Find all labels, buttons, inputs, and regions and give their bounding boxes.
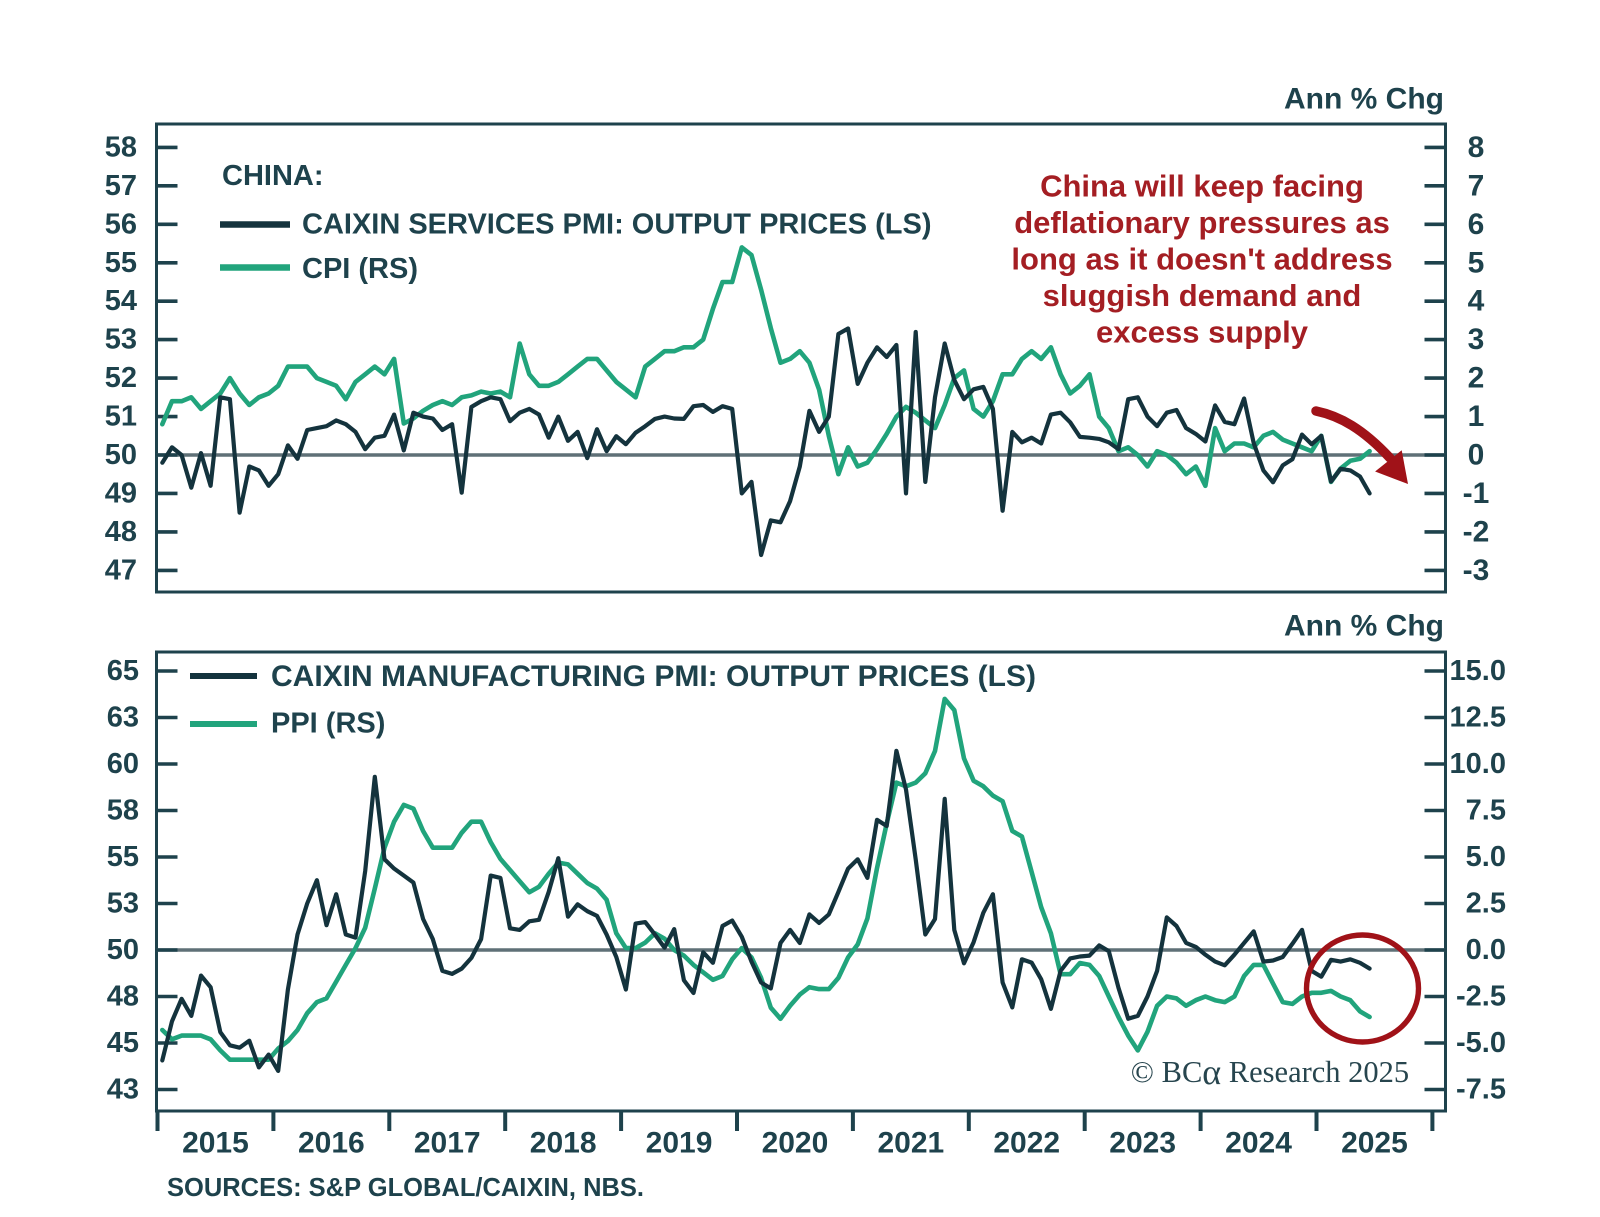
svg-text:57: 57 <box>105 170 137 202</box>
svg-text:7.5: 7.5 <box>1466 795 1506 827</box>
svg-text:6: 6 <box>1468 208 1485 241</box>
svg-text:2025: 2025 <box>1341 1127 1408 1160</box>
svg-text:-7.5: -7.5 <box>1456 1074 1506 1106</box>
svg-text:Ann % Chg: Ann % Chg <box>1284 83 1444 116</box>
svg-text:50: 50 <box>107 934 139 966</box>
svg-text:sluggish demand and: sluggish demand and <box>1043 278 1362 313</box>
svg-text:58: 58 <box>105 131 137 163</box>
svg-text:15.0: 15.0 <box>1450 655 1506 687</box>
svg-text:2022: 2022 <box>993 1127 1060 1160</box>
svg-text:53: 53 <box>105 324 137 356</box>
svg-text:56: 56 <box>105 208 137 240</box>
svg-text:45: 45 <box>107 1027 139 1059</box>
svg-text:55: 55 <box>107 841 139 873</box>
svg-text:48: 48 <box>105 516 137 548</box>
svg-text:55: 55 <box>105 247 137 279</box>
svg-text:CAIXIN SERVICES PMI: OUTPUT PR: CAIXIN SERVICES PMI: OUTPUT PRICES (LS) <box>302 209 931 241</box>
svg-text:1: 1 <box>1468 400 1485 433</box>
svg-text:CHINA:: CHINA: <box>222 160 324 192</box>
svg-text:60: 60 <box>107 748 139 780</box>
svg-text:2: 2 <box>1468 362 1485 395</box>
svg-text:8: 8 <box>1468 131 1485 164</box>
svg-text:2023: 2023 <box>1109 1127 1176 1160</box>
svg-text:© BCα Research 2025: © BCα Research 2025 <box>1131 1052 1409 1092</box>
svg-text:10.0: 10.0 <box>1450 748 1506 780</box>
svg-text:2015: 2015 <box>182 1127 249 1160</box>
svg-text:48: 48 <box>107 981 139 1013</box>
svg-text:deflationary pressures as: deflationary pressures as <box>1014 205 1390 240</box>
svg-text:2016: 2016 <box>298 1127 365 1160</box>
svg-text:53: 53 <box>107 888 139 920</box>
svg-text:CAIXIN MANUFACTURING PMI: OUTP: CAIXIN MANUFACTURING PMI: OUTPUT PRICES … <box>271 660 1036 693</box>
svg-text:2017: 2017 <box>414 1127 481 1160</box>
svg-text:-2: -2 <box>1463 515 1490 548</box>
svg-text:54: 54 <box>105 285 137 317</box>
svg-text:2021: 2021 <box>877 1127 944 1160</box>
svg-text:50: 50 <box>105 439 137 471</box>
svg-text:2.5: 2.5 <box>1466 888 1506 920</box>
svg-text:65: 65 <box>107 655 139 687</box>
svg-text:long as it doesn't address: long as it doesn't address <box>1011 242 1392 277</box>
svg-text:SOURCES: S&P GLOBAL/CAIXIN, NB: SOURCES: S&P GLOBAL/CAIXIN, NBS. <box>167 1174 644 1202</box>
svg-text:47: 47 <box>105 554 137 586</box>
svg-text:52: 52 <box>105 362 137 394</box>
svg-text:49: 49 <box>105 477 137 509</box>
svg-text:China will keep facing: China will keep facing <box>1040 169 1364 204</box>
svg-text:2020: 2020 <box>762 1127 829 1160</box>
svg-text:5: 5 <box>1468 246 1485 279</box>
svg-text:4: 4 <box>1468 285 1485 318</box>
svg-text:2024: 2024 <box>1225 1127 1292 1160</box>
svg-text:58: 58 <box>107 795 139 827</box>
svg-text:7: 7 <box>1468 169 1485 202</box>
svg-text:3: 3 <box>1468 323 1485 356</box>
svg-text:0.0: 0.0 <box>1466 934 1506 966</box>
svg-text:5.0: 5.0 <box>1466 841 1506 873</box>
svg-text:PPI (RS): PPI (RS) <box>271 708 385 740</box>
svg-text:12.5: 12.5 <box>1450 702 1506 734</box>
svg-text:2019: 2019 <box>646 1127 713 1160</box>
svg-text:-3: -3 <box>1463 554 1490 587</box>
svg-text:63: 63 <box>107 702 139 734</box>
svg-text:2018: 2018 <box>530 1127 597 1160</box>
svg-text:51: 51 <box>105 401 137 433</box>
svg-text:Ann % Chg: Ann % Chg <box>1284 610 1444 643</box>
svg-text:0: 0 <box>1468 439 1485 472</box>
svg-text:excess supply: excess supply <box>1096 315 1309 350</box>
svg-text:-2.5: -2.5 <box>1456 981 1506 1013</box>
svg-text:-1: -1 <box>1463 477 1490 510</box>
svg-text:43: 43 <box>107 1074 139 1106</box>
svg-text:CPI (RS): CPI (RS) <box>302 253 418 285</box>
svg-text:-5.0: -5.0 <box>1456 1027 1506 1059</box>
